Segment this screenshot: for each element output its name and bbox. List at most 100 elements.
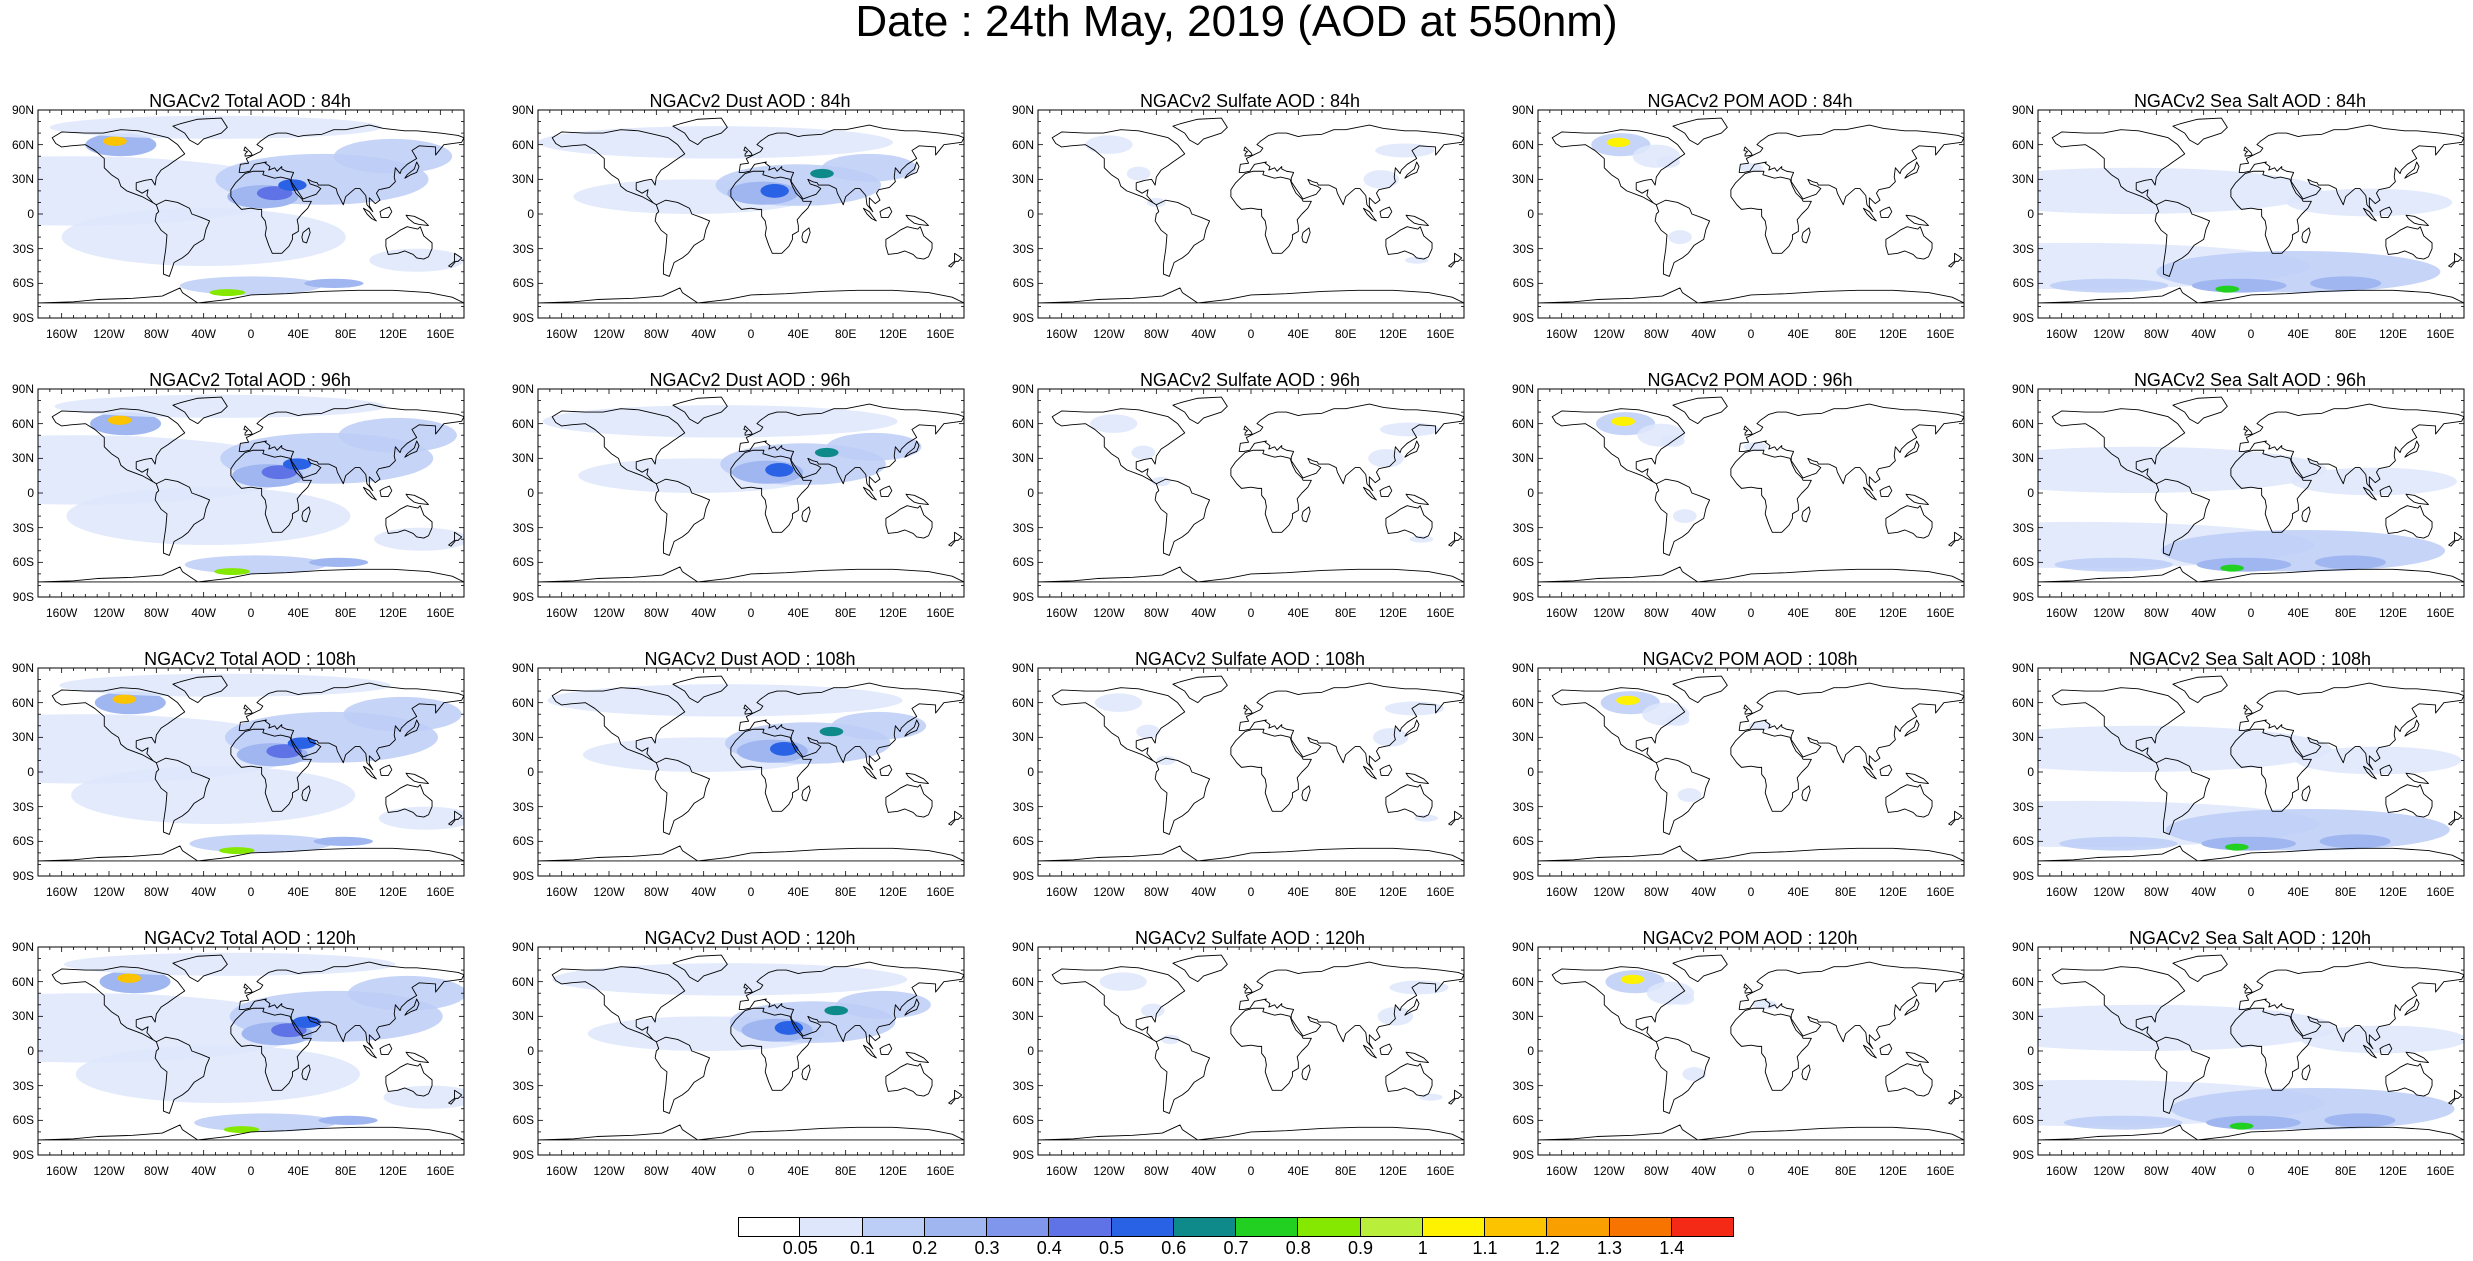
coastline-antarctica — [38, 287, 464, 304]
aod-plume — [308, 557, 369, 567]
coastline-antarctica — [538, 287, 964, 304]
colorbar-tick-label: 0.05 — [782, 1238, 818, 1258]
panel-title: NGACv2 Sea Salt AOD : 96h — [2133, 370, 2367, 390]
lat-tick-label: 90S — [1012, 1148, 1034, 1162]
coastline-australia — [385, 784, 433, 818]
coastline-greenland — [1672, 396, 1728, 425]
coastline-britain — [1243, 425, 1253, 436]
lat-tick-label: 90S — [12, 1148, 34, 1162]
lat-tick-label: 90S — [1012, 311, 1034, 325]
lon-tick-label: 120W — [593, 1164, 625, 1178]
lon-tick-label: 0 — [1247, 885, 1255, 899]
world-map — [2037, 667, 2465, 877]
coastline-africa — [730, 1007, 812, 1091]
map-panel-pom-120h: NGACv2 POM AOD : 120h 90N 60N 30N 0 30S 60S 90S… — [1500, 929, 2000, 1199]
coastline-britain — [243, 146, 253, 157]
aod-plume — [256, 186, 293, 201]
lat-tick-label: 30S — [12, 241, 34, 256]
lon-tick-label: 40E — [2287, 606, 2310, 620]
lon-tick-label: 40E — [1287, 606, 1310, 620]
coastline-britain — [743, 704, 753, 715]
coastline-indonesia — [1362, 765, 1377, 780]
lat-tick-label: 60S — [512, 834, 534, 849]
coastline-australia — [2385, 784, 2433, 818]
aod-plume — [1146, 197, 1166, 208]
lon-tick-label: 40E — [787, 606, 810, 620]
lat-tick-label: 60N — [511, 416, 534, 431]
lon-tick-label: 120W — [1593, 327, 1625, 341]
coastline-eurasia — [1738, 682, 1964, 771]
world-map — [1037, 946, 1465, 1156]
lon-tick-label: 160W — [545, 327, 578, 341]
lon-tick-label: 80W — [143, 885, 169, 899]
coastline-africa — [1730, 170, 1812, 254]
coastline-australia — [2385, 226, 2433, 260]
aod-plume — [271, 1023, 307, 1038]
aod-plume — [2324, 1113, 2396, 1128]
aod-plume — [2300, 1025, 2464, 1054]
coastline-africa — [1230, 728, 1312, 812]
lat-tick-label: 60S — [12, 555, 34, 570]
aod-plume — [318, 1115, 378, 1125]
lat-tick-label: 60S — [2012, 834, 2034, 849]
coastline-madagascar — [801, 227, 811, 244]
coastline-greenland — [1672, 954, 1728, 983]
map-background — [1538, 668, 1964, 876]
aod-plume — [71, 766, 356, 824]
aod-plume — [2220, 564, 2244, 572]
coastline-northAmerica — [51, 408, 186, 485]
lat-tick-label: 0 — [27, 486, 34, 500]
coastline-madagascar — [1801, 1064, 1811, 1081]
aod-plume — [2224, 843, 2249, 851]
aod-plume — [64, 952, 396, 976]
lon-tick-label: 40W — [1691, 1164, 1716, 1178]
coastline-newGuinea — [2405, 1051, 2429, 1064]
lon-tick-label: 40E — [2287, 1164, 2310, 1178]
map-panel-pom-84h: NGACv2 POM AOD : 84h 90N 60N 30N 0 30S 60S 90S 1… — [1500, 92, 2000, 362]
lon-tick-label: 0 — [747, 606, 755, 620]
lat-tick-label: 90N — [11, 382, 34, 396]
lon-tick-label: 40E — [287, 606, 310, 620]
coastline-newZealand — [1448, 1089, 1463, 1105]
coastline-africa — [1230, 1007, 1312, 1091]
lon-tick-label: 120E — [1378, 885, 1408, 899]
lat-tick-label: 90N — [11, 661, 34, 675]
lat-tick-label: 60N — [1511, 974, 1534, 989]
coastline-africa — [2230, 1007, 2312, 1091]
coastline-antarctica — [38, 1124, 464, 1141]
coastline-australia — [1885, 784, 1933, 818]
coastline-madagascar — [301, 1064, 311, 1081]
figure-title: Date : 24th May, 2019 (AOD at 550nm) — [855, 0, 1618, 46]
lat-tick-label: 30N — [511, 730, 534, 745]
coastline-southAmerica — [1654, 478, 1711, 556]
map-panel-dust-96h: NGACv2 Dust AOD : 96h 90N 60N 30N 0 30S 60S 90S… — [500, 371, 1000, 641]
lon-tick-label: 0 — [247, 327, 255, 341]
aod-plume — [59, 673, 391, 697]
lon-tick-label: 40W — [191, 606, 216, 620]
lat-tick-label: 30N — [511, 451, 534, 466]
coastline-antarctica — [1038, 287, 1464, 304]
aod-plume — [1672, 509, 1697, 524]
coastline-indonesia — [1862, 207, 1877, 222]
lon-tick-label: 120E — [378, 327, 408, 341]
aod-plume — [2038, 1004, 2337, 1051]
lon-tick-label: 160E — [2426, 885, 2455, 899]
coastline-borneo — [1379, 1043, 1393, 1055]
coastline-antarctica — [538, 1124, 964, 1141]
aod-plume — [1377, 1007, 1414, 1026]
coastline-eurasia — [738, 682, 964, 771]
lat-tick-label: 90S — [1012, 869, 1034, 883]
aod-plume — [180, 276, 322, 295]
aod-plume — [209, 289, 246, 297]
lon-tick-label: 40W — [191, 1164, 216, 1178]
lat-tick-label: 0 — [2027, 207, 2034, 221]
coastline-newZealand — [1948, 810, 1963, 826]
coastline-africa — [2230, 728, 2312, 812]
coastline-australia — [385, 226, 433, 260]
coastline-africa — [1230, 170, 1312, 254]
lon-tick-label: 80E — [334, 1164, 357, 1178]
coastline-eurasia — [238, 403, 464, 492]
coastline-greenland — [672, 117, 728, 146]
lon-tick-label: 120E — [2378, 327, 2408, 341]
lat-tick-label: 30S — [1512, 1078, 1534, 1093]
